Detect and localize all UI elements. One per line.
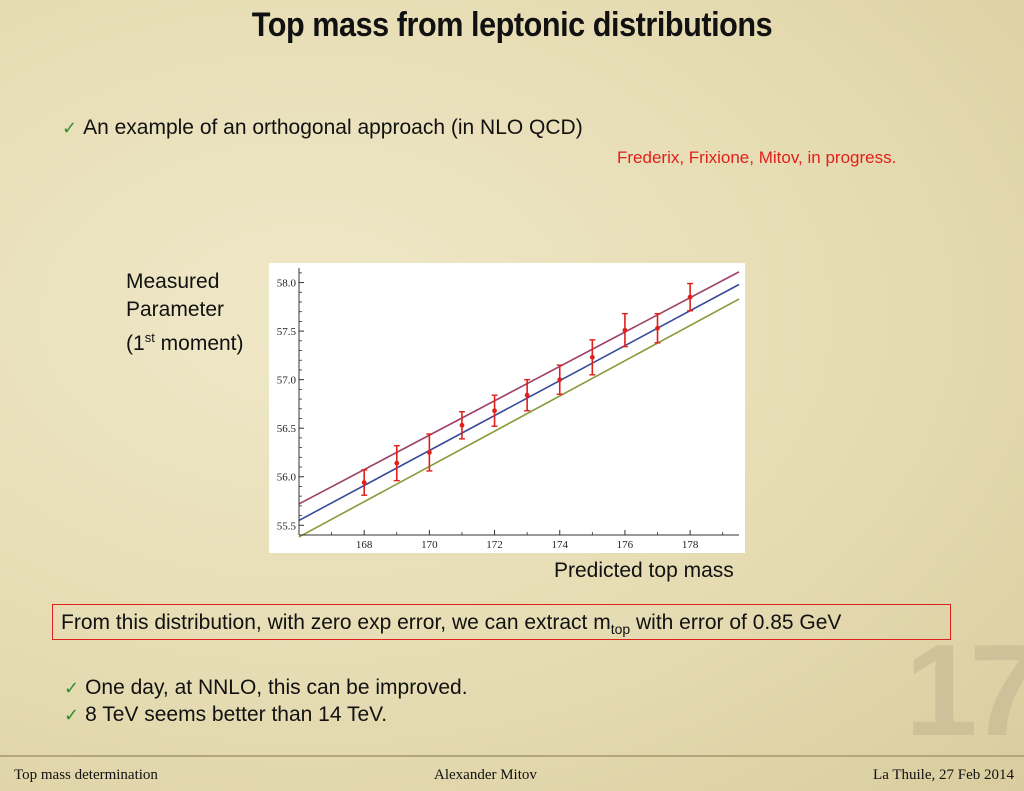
data-point xyxy=(491,394,498,427)
y-label-post: moment) xyxy=(154,332,244,355)
data-point xyxy=(687,282,694,312)
point-marker xyxy=(361,480,367,485)
y-tick-label: 57.0 xyxy=(277,375,297,387)
y-label-sup: st xyxy=(144,330,155,345)
point-marker xyxy=(622,327,628,333)
y-tick-label: 57.5 xyxy=(277,326,297,338)
footer-left: Top mass determination xyxy=(14,767,158,783)
checkmark-icon: ✓ xyxy=(62,118,78,138)
footer-right: La Thuile, 27 Feb 2014 xyxy=(873,767,1014,783)
result-box: From this distribution, with zero exp er… xyxy=(52,604,951,640)
checkmark-icon: ✓ xyxy=(64,678,80,698)
bullet-nnlo: ✓ One day, at NNLO, this can be improved… xyxy=(64,676,468,700)
point-marker xyxy=(589,354,595,360)
point-marker xyxy=(557,377,563,383)
point-marker xyxy=(524,392,530,398)
footer-center: Alexander Mitov xyxy=(434,767,537,783)
x-tick-label: 178 xyxy=(682,539,699,551)
bullet-8tev: ✓ 8 TeV seems better than 14 TeV. xyxy=(64,703,387,727)
fit-line-3 xyxy=(298,298,740,538)
y-label-line2: Parameter xyxy=(126,298,225,321)
y-label-pre: (1 xyxy=(126,332,145,355)
point-marker xyxy=(655,325,660,331)
data-point xyxy=(524,378,531,412)
fit-line-2 xyxy=(298,283,740,522)
x-tick-label: 170 xyxy=(421,539,438,551)
point-marker xyxy=(687,294,693,300)
result-text-sub: top xyxy=(610,621,631,638)
bullet-text: An example of an orthogonal approach (in… xyxy=(83,116,583,139)
bullet-text: 8 TeV seems better than 14 TeV. xyxy=(85,703,388,726)
y-axis-label: Measured Parameter (1st moment) xyxy=(126,268,244,358)
chart-axes: 168 170 172 174 176 178 55.5 56.0 56.5 57.0 57.5 58… xyxy=(277,268,739,551)
top-mass-chart: 168 170 172 174 176 178 55.5 56.0 56.5 57.0 57.5 58… xyxy=(277,268,740,551)
y-tick-label: 55.5 xyxy=(277,520,297,532)
y-tick-label: 58.0 xyxy=(277,278,297,290)
data-point xyxy=(426,433,433,472)
bullet-orthogonal-approach: ✓ An example of an orthogonal approach (… xyxy=(62,116,583,140)
footer-divider xyxy=(0,755,1024,757)
data-point xyxy=(393,444,400,482)
point-marker xyxy=(426,450,432,455)
point-marker xyxy=(492,408,497,414)
data-point xyxy=(458,410,465,440)
data-point xyxy=(654,312,661,344)
reference-citation: Frederix, Frixione, Mitov, in progress. xyxy=(617,148,897,167)
fit-line-1 xyxy=(298,271,740,505)
point-marker xyxy=(394,460,400,466)
chart-panel: 168 170 172 174 176 178 55.5 56.0 56.5 57.0 57.5 58… xyxy=(269,263,745,553)
data-point xyxy=(621,312,628,348)
data-points xyxy=(361,282,694,496)
y-label-line3: (1st moment) xyxy=(126,324,244,358)
x-tick-label: 168 xyxy=(356,539,373,551)
result-text-post: with error of 0.85 GeV xyxy=(630,611,842,634)
data-point xyxy=(361,469,368,496)
y-tick-label: 56.5 xyxy=(277,423,297,435)
data-point xyxy=(589,339,596,376)
x-tick-label: 176 xyxy=(617,539,634,551)
x-tick-label: 174 xyxy=(551,539,568,551)
checkmark-icon: ✓ xyxy=(64,705,80,725)
x-axis-label: Predicted top mass xyxy=(554,559,734,582)
y-label-line1: Measured xyxy=(126,270,220,293)
x-tick-label: 172 xyxy=(486,539,503,551)
slide-number: 17 xyxy=(905,617,1024,763)
data-point xyxy=(556,364,563,395)
bullet-text: One day, at NNLO, this can be improved. xyxy=(85,676,468,699)
fit-lines xyxy=(298,271,740,538)
y-tick-label: 56.0 xyxy=(277,472,297,484)
result-text-pre: From this distribution, with zero exp er… xyxy=(61,611,611,634)
point-marker xyxy=(459,422,465,428)
slide-title: Top mass from leptonic distributions xyxy=(251,6,773,44)
